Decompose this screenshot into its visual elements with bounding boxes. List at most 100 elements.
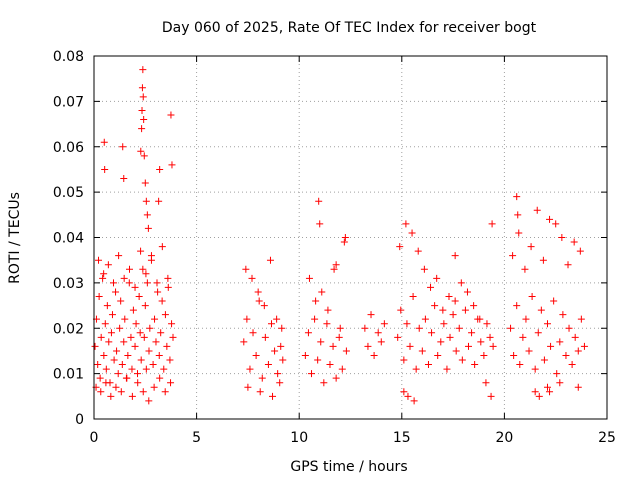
- data-point: [404, 392, 412, 400]
- data-point: [120, 338, 128, 346]
- data-point: [455, 324, 463, 332]
- data-point: [556, 379, 564, 387]
- data-point: [256, 388, 264, 396]
- data-point: [153, 279, 161, 287]
- data-point: [521, 265, 529, 273]
- y-tick-label: 0.08: [53, 49, 84, 65]
- data-point: [113, 347, 121, 355]
- data-point: [164, 283, 172, 291]
- data-point: [487, 392, 495, 400]
- data-point: [559, 311, 567, 319]
- data-point: [424, 361, 432, 369]
- data-point: [125, 279, 133, 287]
- data-point: [553, 370, 561, 378]
- data-point: [155, 197, 163, 205]
- data-point: [562, 351, 570, 359]
- data-point: [415, 324, 423, 332]
- data-point: [418, 347, 426, 355]
- data-point: [273, 315, 281, 323]
- data-point: [546, 388, 554, 396]
- x-tick-label: 25: [598, 430, 616, 446]
- data-point: [266, 256, 274, 264]
- data-point: [157, 329, 165, 337]
- data-point: [477, 338, 485, 346]
- data-point: [364, 342, 372, 350]
- data-point: [134, 370, 142, 378]
- data-point: [138, 106, 146, 114]
- data-point: [315, 197, 323, 205]
- data-point: [140, 152, 148, 160]
- data-point: [531, 365, 539, 373]
- y-tick-label: 0: [75, 412, 84, 428]
- data-point: [565, 324, 573, 332]
- data-point: [317, 338, 325, 346]
- data-point: [576, 247, 584, 255]
- data-point: [131, 283, 139, 291]
- data-point: [449, 311, 457, 319]
- data-point: [156, 165, 164, 173]
- data-point: [97, 388, 105, 396]
- data-point: [483, 320, 491, 328]
- data-point: [476, 315, 484, 323]
- data-point: [164, 274, 172, 282]
- data-point: [336, 324, 344, 332]
- data-point: [527, 243, 535, 251]
- data-point: [150, 383, 158, 391]
- data-point: [318, 288, 326, 296]
- x-axis-title: GPS time / hours: [290, 459, 407, 475]
- data-point: [574, 383, 582, 391]
- data-point: [140, 116, 148, 124]
- data-point: [312, 297, 320, 305]
- x-tick-label: 20: [495, 430, 513, 446]
- data-point: [537, 306, 545, 314]
- data-point: [516, 361, 524, 369]
- data-point: [461, 306, 469, 314]
- data-point: [276, 379, 284, 387]
- y-tick-label: 0.06: [53, 140, 84, 156]
- data-point: [402, 220, 410, 228]
- data-point: [123, 374, 131, 382]
- data-point: [264, 361, 272, 369]
- data-point: [323, 320, 331, 328]
- data-point: [440, 320, 448, 328]
- data-point: [128, 365, 136, 373]
- data-point: [95, 256, 103, 264]
- data-point: [539, 256, 547, 264]
- data-point: [119, 143, 127, 151]
- data-point: [513, 193, 521, 201]
- data-point: [141, 179, 149, 187]
- data-point: [428, 329, 436, 337]
- data-point: [457, 279, 465, 287]
- y-tick-label: 0.03: [53, 276, 84, 292]
- data-point: [338, 365, 346, 373]
- data-point: [255, 297, 263, 305]
- data-point: [94, 361, 102, 369]
- data-point: [115, 252, 123, 260]
- data-point: [141, 302, 149, 310]
- data-point: [332, 374, 340, 382]
- data-point: [519, 333, 527, 341]
- data-point: [320, 379, 328, 387]
- data-point: [252, 351, 260, 359]
- data-point: [138, 125, 146, 133]
- data-point: [135, 292, 143, 300]
- data-point: [406, 342, 414, 350]
- data-point: [451, 297, 459, 305]
- data-point: [146, 324, 154, 332]
- data-point: [558, 234, 566, 241]
- data-point: [124, 351, 132, 359]
- data-point: [394, 333, 402, 341]
- data-point: [139, 388, 147, 396]
- data-point: [246, 365, 254, 373]
- data-point: [510, 351, 518, 359]
- data-point: [486, 333, 494, 341]
- data-point: [482, 379, 490, 387]
- data-point: [408, 229, 416, 237]
- data-point: [144, 224, 152, 232]
- data-point: [311, 315, 319, 323]
- data-point: [96, 374, 104, 382]
- x-tick-label: 0: [90, 430, 99, 446]
- data-point: [248, 274, 256, 282]
- data-point: [400, 356, 408, 364]
- data-point: [314, 356, 322, 364]
